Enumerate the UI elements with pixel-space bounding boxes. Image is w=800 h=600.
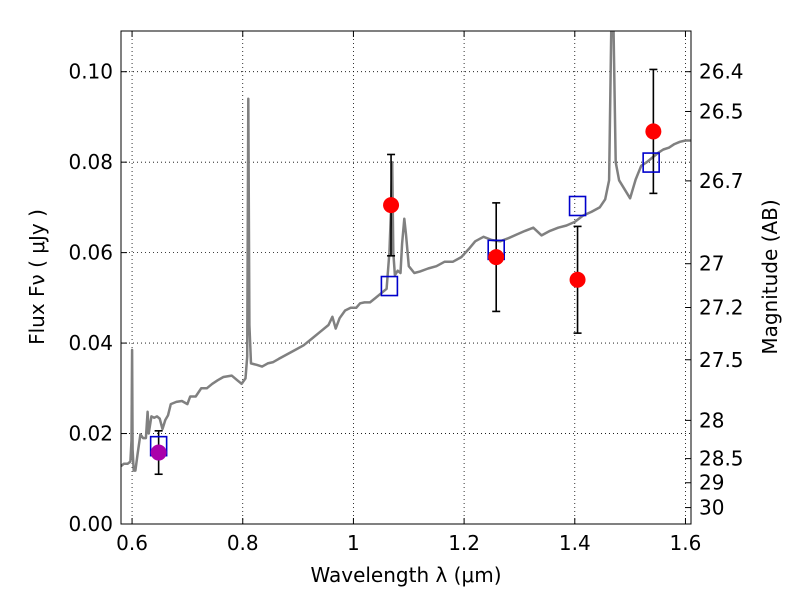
observed-flux-point bbox=[645, 123, 662, 140]
y-tick-label: 0.10 bbox=[68, 60, 113, 84]
right-tick-label: 27.2 bbox=[699, 296, 744, 320]
y-tick-label: 0.06 bbox=[68, 241, 113, 265]
y-axis-label: Flux Fν ( μJy ) bbox=[25, 209, 49, 345]
y-tick-label: 0.04 bbox=[68, 331, 113, 355]
x-axis-label: Wavelength λ (μm) bbox=[310, 563, 501, 587]
x-tick-label: 0.8 bbox=[227, 531, 259, 555]
right-tick-label: 26.5 bbox=[699, 99, 744, 123]
right-tick-label: 30 bbox=[699, 496, 724, 520]
x-tick-label: 1 bbox=[347, 531, 360, 555]
right-tick-label: 26.4 bbox=[699, 60, 744, 84]
observed-flux-point bbox=[488, 249, 505, 266]
right-axis-label: Magnitude (AB) bbox=[758, 199, 782, 354]
right-tick-label: 28.5 bbox=[699, 447, 744, 471]
plot-frame bbox=[120, 30, 692, 525]
observed-flux-point bbox=[150, 444, 167, 461]
spectrum-line bbox=[121, 31, 691, 472]
x-tick-label: 1.2 bbox=[448, 531, 480, 555]
observed-flux-point bbox=[383, 197, 400, 214]
model-flux-square bbox=[380, 275, 399, 297]
right-tick-label: 28 bbox=[699, 408, 724, 432]
observed-marker-layer bbox=[150, 123, 662, 461]
ticks: 0.6 0.8 1 1.2 1.4 1.6 0.00 0.02 0.04 0.06 0.08 0.10… bbox=[68, 31, 744, 555]
right-tick-label: 27 bbox=[699, 252, 724, 276]
y-tick-label: 0.02 bbox=[68, 422, 113, 446]
right-tick-label: 26.7 bbox=[699, 169, 744, 193]
y-tick-label: 0.00 bbox=[68, 512, 113, 536]
observed-flux-point bbox=[569, 271, 586, 288]
right-tick-label: 27.5 bbox=[699, 348, 744, 372]
y-tick-label: 0.08 bbox=[68, 150, 113, 174]
x-tick-label: 1.6 bbox=[670, 531, 702, 555]
x-tick-label: 1.4 bbox=[559, 531, 591, 555]
right-tick-label: 29 bbox=[699, 471, 724, 495]
spectrum-layer bbox=[121, 31, 691, 472]
model-flux-square bbox=[568, 195, 587, 217]
x-tick-label: 0.6 bbox=[116, 531, 148, 555]
model-flux-square bbox=[642, 152, 660, 173]
